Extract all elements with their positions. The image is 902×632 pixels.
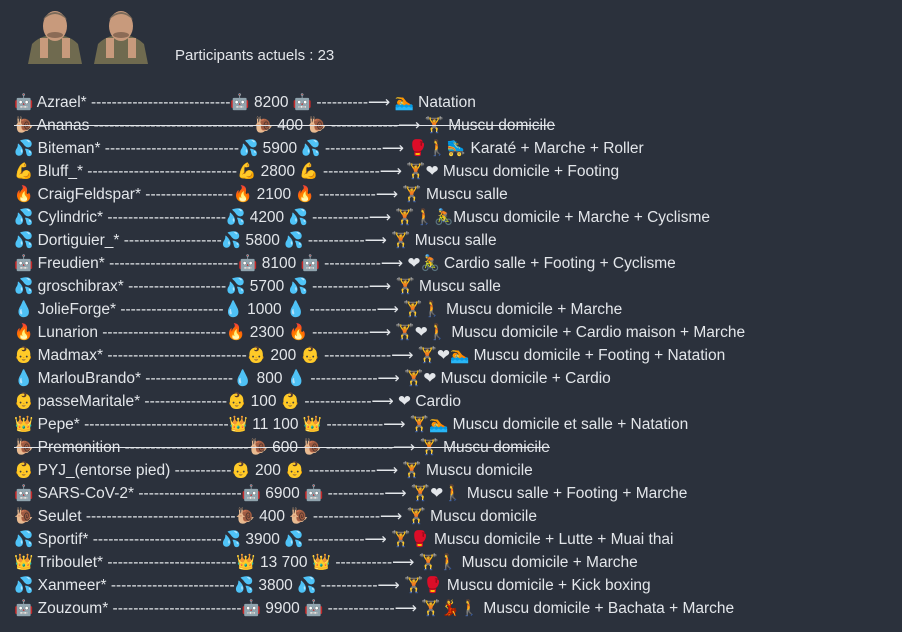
participant-line: 💪 Bluff_* -----------------------------💪… [14,163,620,180]
list-item: 🤖 Freudien* -------------------------🤖 8… [14,252,894,275]
participant-line: 💦 Biteman* --------------------------💦 5… [14,140,644,157]
list-item: 🤖 SARS-CoV-2* --------------------🤖 6900… [14,482,894,505]
participant-line: 💧 MarlouBrando* -----------------💧 800 💧… [14,370,611,387]
list-item: 👶 PYJ_(entorse pied) -----------👶 200 👶 … [14,459,894,482]
participant-line: 🔥 Lunarion ------------------------🔥 230… [14,324,746,341]
list-item: 💦 Sportif* -------------------------💦 39… [14,528,894,551]
participant-line: 🤖 SARS-CoV-2* --------------------🤖 6900… [14,485,688,502]
participant-line: 👑 Pepe* ----------------------------👑 11… [14,416,689,433]
list-item: 👶 passeMaritale* ----------------👶 100 👶… [14,390,894,413]
list-item: 💧 MarlouBrando* -----------------💧 800 💧… [14,367,894,390]
list-item: 🐌 Ananas -------------------------------… [14,114,894,137]
list-item: 🔥 Lunarion ------------------------🔥 230… [14,321,894,344]
participants-count: Participants actuels : 23 [175,47,335,64]
participant-line: 🔥 CraigFeldspar* -----------------🔥 2100… [14,186,508,203]
participant-line: 👶 PYJ_(entorse pied) -----------👶 200 👶 … [14,462,533,479]
list-item: 🤖 Azrael* ---------------------------🤖 8… [14,91,894,114]
list-item: 👑 Triboulet* -------------------------👑 … [14,551,894,574]
participants-list: 🤖 Azrael* ---------------------------🤖 8… [14,91,894,620]
participant-line: 🤖 Freudien* -------------------------🤖 8… [14,255,676,272]
avatar-emoji-image [88,4,154,64]
participant-line: 💦 Xanmeer* ------------------------💦 380… [14,577,651,594]
participant-line: 🤖 Azrael* ---------------------------🤖 8… [14,94,476,111]
participant-line: 💧 JolieForge* --------------------💧 1000… [14,301,623,318]
list-item: 💦 Dortiguier_* -------------------💦 5800… [14,229,894,252]
participant-line: 💦 groschibrax* -------------------💦 5700… [14,278,501,295]
participant-line: 👑 Triboulet* -------------------------👑 … [14,554,638,571]
list-item: 👑 Pepe* ----------------------------👑 11… [14,413,894,436]
list-item: 💧 JolieForge* --------------------💧 1000… [14,298,894,321]
participant-line: 👶 passeMaritale* ----------------👶 100 👶… [14,393,461,410]
participant-line: 💦 Cylindric* -----------------------💦 42… [14,209,710,226]
list-item: 🐌 Premonition ------------------------🐌 … [14,436,894,459]
list-item: 🔥 CraigFeldspar* -----------------🔥 2100… [14,183,894,206]
participant-line: 👶 Madmax* ---------------------------👶 2… [14,347,726,364]
avatar-emoji-image [22,4,88,64]
participant-line: 🤖 Zouzoum* -------------------------🤖 99… [14,600,735,617]
list-item: 💦 Biteman* --------------------------💦 5… [14,137,894,160]
participant-line: 💦 Dortiguier_* -------------------💦 5800… [14,232,497,249]
list-item: 💦 Xanmeer* ------------------------💦 380… [14,574,894,597]
participant-line: 💦 Sportif* -------------------------💦 39… [14,531,674,548]
participant-line: 🐌 Premonition ------------------------🐌 … [14,439,550,456]
list-item: 💦 groschibrax* -------------------💦 5700… [14,275,894,298]
list-item: 🤖 Zouzoum* -------------------------🤖 99… [14,597,894,620]
list-item: 👶 Madmax* ---------------------------👶 2… [14,344,894,367]
participant-line: 🐌 Seulet -----------------------------🐌 … [14,508,537,525]
participant-line: 🐌 Ananas -------------------------------… [14,117,556,134]
list-item: 🐌 Seulet -----------------------------🐌 … [14,505,894,528]
header [22,4,154,68]
list-item: 💦 Cylindric* -----------------------💦 42… [14,206,894,229]
list-item: 💪 Bluff_* -----------------------------💪… [14,160,894,183]
